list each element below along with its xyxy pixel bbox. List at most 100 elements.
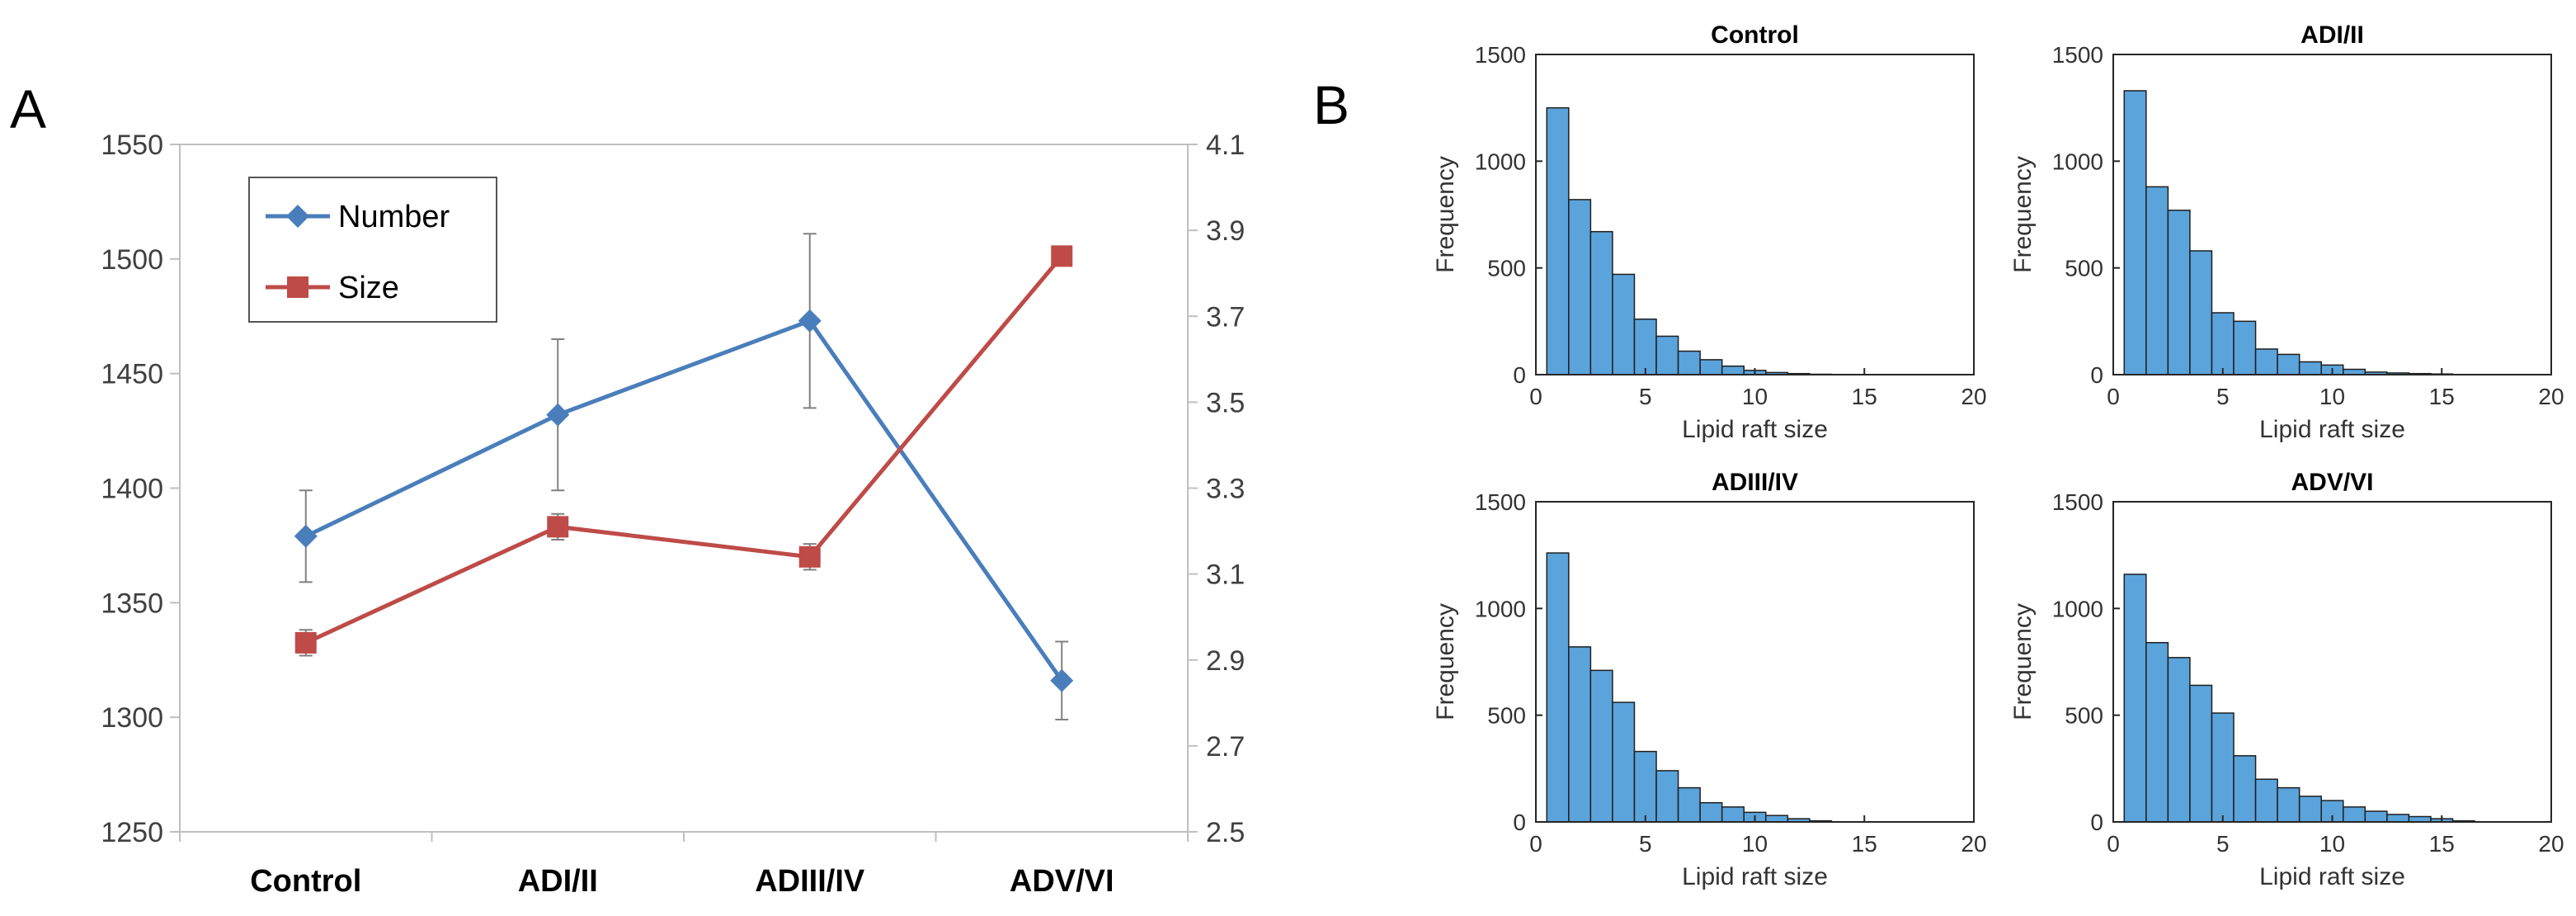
y-axis-label: Frequency bbox=[2009, 156, 2037, 273]
right-tick-label: 3.7 bbox=[1206, 301, 1245, 333]
histogram-bar bbox=[1721, 365, 1745, 375]
category-label: ADV/VI bbox=[1010, 864, 1114, 899]
y-tick-label: 500 bbox=[1487, 256, 1526, 281]
x-tick-label: 20 bbox=[1961, 384, 1986, 409]
left-tick-label: 1250 bbox=[101, 817, 163, 848]
category-label: ADIII/IV bbox=[755, 864, 865, 899]
histogram-bar bbox=[2277, 786, 2301, 823]
y-tick-label: 1000 bbox=[1475, 149, 1526, 174]
y-tick-label: 1500 bbox=[1475, 489, 1526, 515]
y-tick-label: 1000 bbox=[1475, 596, 1526, 621]
number-point-marker bbox=[546, 403, 570, 427]
y-tick-label: 0 bbox=[1513, 810, 1526, 835]
histogram-bar bbox=[1546, 106, 1570, 375]
panel-a-label: A bbox=[10, 78, 46, 139]
y-tick-label: 0 bbox=[2090, 362, 2103, 388]
y-tick-label: 1000 bbox=[2052, 596, 2103, 621]
histogram-title: Control bbox=[1711, 21, 1799, 49]
left-tick-label: 1300 bbox=[101, 702, 163, 734]
histogram-bar bbox=[2211, 712, 2235, 823]
histogram-bar bbox=[1633, 318, 1657, 375]
panel-b-label: B bbox=[1313, 74, 1349, 135]
x-axis-label: Lipid raft size bbox=[2259, 416, 2405, 443]
right-tick-label: 3.1 bbox=[1206, 560, 1245, 591]
right-tick-label: 2.5 bbox=[1206, 817, 1245, 848]
line-chart-panel-a: 1250 1300 1350 1400 1450 1500 1550 2.5 2.7 2.9 3.1… bbox=[101, 130, 1245, 899]
histogram-bar bbox=[2254, 348, 2278, 375]
histogram-bar bbox=[2233, 755, 2257, 823]
x-tick-label: 0 bbox=[1529, 831, 1542, 857]
x-axis-label: Lipid raft size bbox=[1682, 416, 1828, 443]
histogram-bar bbox=[2386, 814, 2410, 823]
x-tick-label: 10 bbox=[1742, 384, 1768, 409]
histogram-bar bbox=[2189, 684, 2213, 823]
histogram-adv-vi: 0 5 10 15 20 0 500 1000 1500 ADV/VI Lipid raft siz… bbox=[2009, 469, 2564, 890]
histogram-bar bbox=[1612, 701, 1636, 823]
histogram-title: ADV/VI bbox=[2291, 469, 2373, 496]
x-tick-label: 5 bbox=[1639, 831, 1652, 857]
histogram-bar bbox=[2123, 574, 2147, 823]
x-tick-label: 15 bbox=[2429, 384, 2455, 409]
histogram-bar bbox=[2145, 641, 2169, 823]
histogram-bar bbox=[2298, 796, 2322, 823]
x-tick-label: 10 bbox=[2319, 831, 2345, 857]
x-tick-label: 5 bbox=[1639, 384, 1652, 409]
x-tick-label: 20 bbox=[2538, 831, 2564, 857]
series-line-size bbox=[304, 254, 1064, 645]
x-tick-label: 0 bbox=[1529, 384, 1542, 409]
y-tick-label: 500 bbox=[2065, 703, 2103, 729]
histogram-bar bbox=[1677, 786, 1701, 823]
legend-label: Number bbox=[338, 200, 450, 234]
size-point-marker bbox=[798, 545, 821, 568]
left-tick-label: 1400 bbox=[101, 474, 163, 505]
x-tick-label: 15 bbox=[2429, 831, 2455, 857]
y-axis-label: Frequency bbox=[1432, 156, 1459, 273]
number-point-marker bbox=[798, 309, 822, 333]
size-point-marker bbox=[547, 516, 569, 538]
number-point-marker bbox=[294, 524, 318, 548]
x-tick-label: 0 bbox=[2107, 384, 2120, 409]
size-point-marker bbox=[1051, 245, 1073, 267]
histogram-bar bbox=[1568, 646, 1592, 823]
number-point-marker bbox=[1050, 668, 1074, 692]
left-tick-label: 1550 bbox=[101, 130, 163, 161]
x-tick-label: 15 bbox=[1852, 384, 1877, 409]
right-tick-label: 2.7 bbox=[1206, 731, 1245, 763]
histogram-adi-ii: 0 5 10 15 20 0 500 1000 1500 ADI/II Lipid raft siz… bbox=[2009, 21, 2564, 443]
histogram-bar bbox=[1677, 350, 1701, 375]
legend-marker-diamond bbox=[286, 205, 309, 228]
right-tick-label: 3.5 bbox=[1206, 387, 1245, 418]
legend-a: Number Size bbox=[248, 177, 497, 323]
x-tick-label: 5 bbox=[2216, 831, 2230, 857]
histogram-bar bbox=[2343, 806, 2366, 823]
histogram-bar bbox=[2189, 250, 2213, 375]
histogram-bar bbox=[1655, 770, 1679, 823]
y-tick-label: 1500 bbox=[1475, 42, 1526, 68]
y-tick-label: 500 bbox=[2065, 256, 2103, 281]
histogram-bar bbox=[1765, 814, 1789, 823]
x-tick-label: 15 bbox=[1852, 831, 1877, 857]
histogram-bar bbox=[2277, 353, 2301, 375]
x-tick-label: 10 bbox=[2319, 384, 2345, 409]
x-tick-label: 5 bbox=[2216, 384, 2230, 409]
histogram-bar bbox=[1655, 335, 1679, 375]
right-tick-label: 3.9 bbox=[1206, 215, 1245, 247]
y-tick-label: 1000 bbox=[2052, 149, 2103, 174]
histogram-bar bbox=[1721, 806, 1745, 823]
x-tick-label: 20 bbox=[2538, 384, 2564, 409]
x-axis-label: Lipid raft size bbox=[2259, 863, 2405, 890]
legend-label: Size bbox=[338, 271, 399, 305]
histogram-bar bbox=[2123, 90, 2147, 375]
left-tick-label: 1500 bbox=[101, 244, 163, 276]
y-tick-label: 1500 bbox=[2052, 489, 2103, 515]
histogram-bar bbox=[2254, 778, 2278, 823]
histogram-bar bbox=[2167, 210, 2191, 375]
x-tick-label: 0 bbox=[2107, 831, 2120, 857]
right-tick-label: 3.3 bbox=[1206, 474, 1245, 505]
legend-marker-square bbox=[287, 276, 308, 298]
histogram-bar bbox=[1568, 199, 1592, 375]
histogram-bar bbox=[1699, 359, 1723, 375]
histogram-title: ADIII/IV bbox=[1712, 469, 1798, 496]
y-axis-label: Frequency bbox=[1432, 603, 1459, 720]
